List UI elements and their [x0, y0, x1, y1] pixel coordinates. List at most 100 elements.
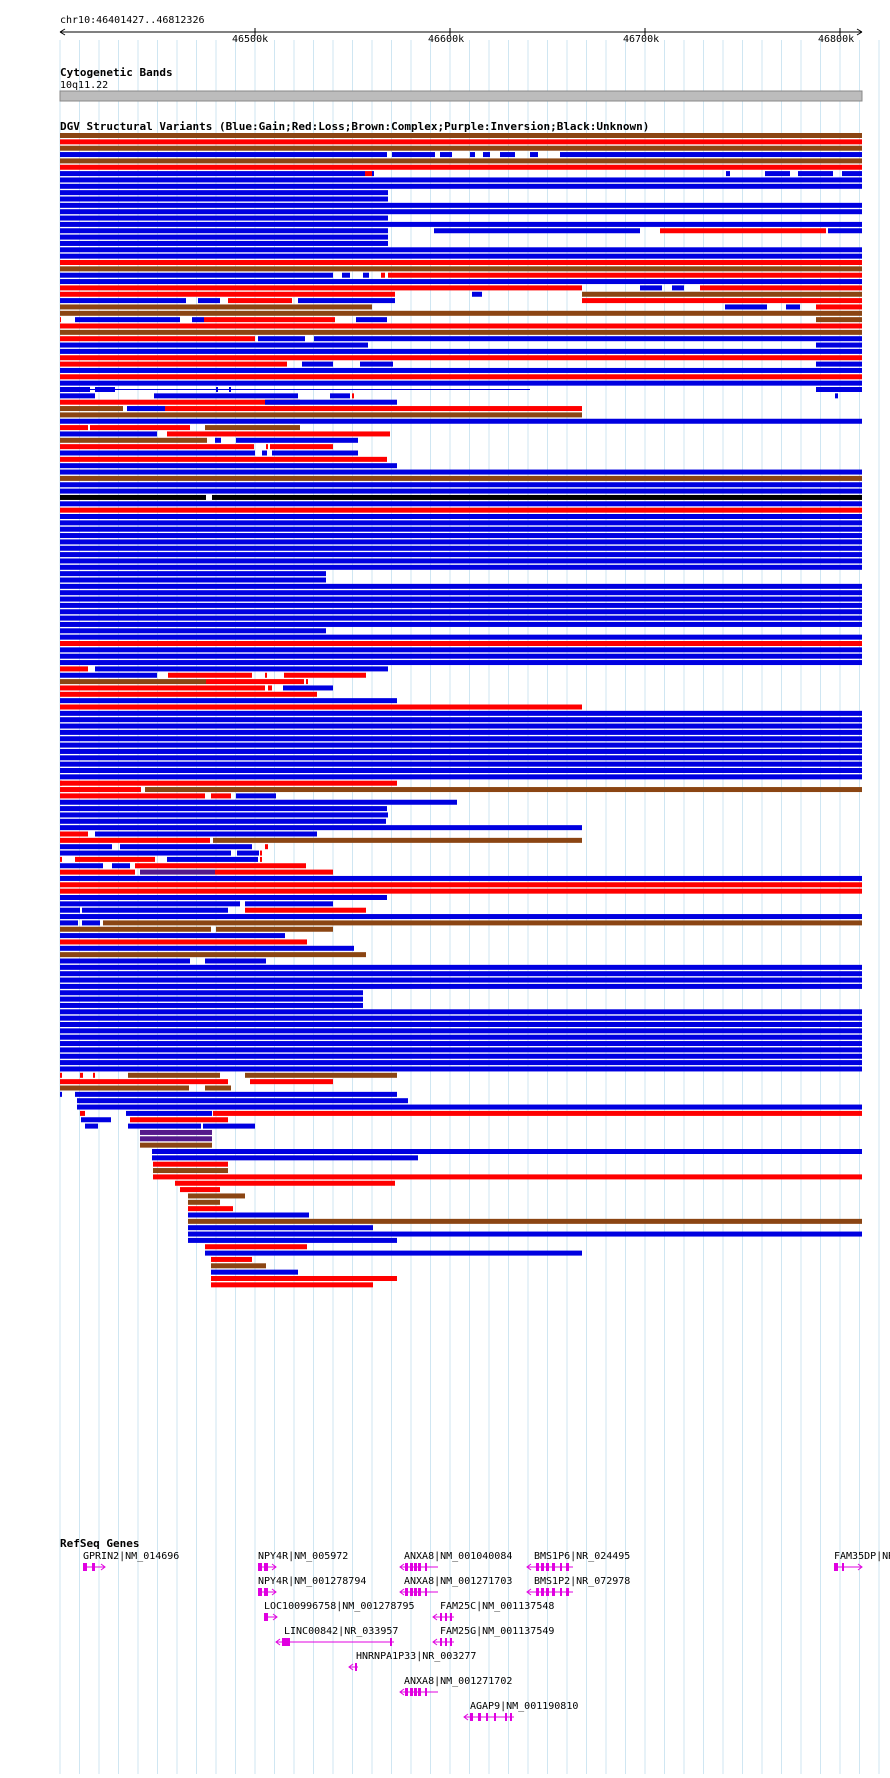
gene-exon [536, 1563, 539, 1571]
variant-feature [440, 152, 452, 158]
variant-feature [60, 641, 862, 646]
variant-feature [188, 1231, 862, 1237]
gene-exon [470, 1713, 473, 1721]
variant-feature [60, 958, 190, 964]
variant-feature [60, 520, 862, 526]
gene-exon [536, 1588, 539, 1596]
variant-feature [302, 361, 333, 367]
variant-feature [60, 444, 254, 450]
variant-feature [60, 329, 862, 335]
variant-feature [60, 133, 862, 138]
variant-feature [205, 425, 300, 431]
gene-exon [486, 1713, 488, 1721]
gene-label[interactable]: ANXA8|NM_001271702 [404, 1676, 513, 1687]
variant-feature [188, 1218, 862, 1224]
strand-arrow-icon [399, 1688, 405, 1696]
gene-label[interactable]: FAM25C|NM_001137548 [440, 1601, 555, 1612]
variant-feature [60, 298, 186, 304]
gene-exon [418, 1688, 421, 1696]
variant-feature [60, 1009, 862, 1015]
gene-label[interactable]: NPY4R|NM_005972 [258, 1551, 349, 1562]
variant-feature [60, 380, 862, 386]
gene-label[interactable]: HNRNPA1P33|NR_003277 [356, 1651, 477, 1662]
gene-label[interactable]: FAM35DP|NR [834, 1551, 890, 1562]
variant-feature [262, 450, 267, 456]
variant-feature [60, 882, 862, 888]
variant-feature [245, 1072, 397, 1078]
variant-feature [582, 298, 862, 304]
variant-feature [60, 450, 255, 456]
variant-feature [216, 926, 333, 932]
gene-label[interactable]: BMS1P2|NR_072978 [534, 1576, 631, 1587]
variant-feature [60, 361, 287, 367]
gene-exon [842, 1563, 844, 1571]
strand-arrow-icon [432, 1613, 438, 1621]
variant-feature [205, 958, 266, 964]
variant-feature [78, 418, 862, 424]
gene-exon [410, 1563, 413, 1571]
variant-feature [80, 1072, 83, 1078]
variant-feature [60, 266, 862, 272]
variant-feature [60, 291, 395, 297]
cytoband-track-title: Cytogenetic Bands [60, 66, 173, 79]
strand-arrow-icon [463, 1713, 469, 1721]
variant-feature [128, 1123, 201, 1129]
variant-feature [60, 240, 388, 246]
variant-feature [81, 1117, 111, 1123]
gene-exon [418, 1563, 421, 1571]
variant-feature [60, 1072, 62, 1078]
variant-feature [60, 793, 205, 799]
variant-feature [60, 704, 582, 710]
gene-label[interactable]: ANXA8|NM_001040084 [404, 1551, 513, 1562]
variant-feature [60, 558, 862, 564]
gene-exon [445, 1638, 447, 1646]
gene-exon [418, 1588, 421, 1596]
variant-feature [816, 304, 862, 310]
variant-feature [365, 171, 372, 177]
gene-label[interactable]: ANXA8|NM_001271703 [404, 1576, 513, 1587]
strand-arrow-icon [526, 1563, 532, 1571]
variant-feature [265, 844, 268, 850]
variant-feature [60, 774, 862, 780]
variant-feature [60, 653, 862, 659]
variant-feature [60, 996, 363, 1002]
variant-feature [60, 494, 206, 500]
gene-label[interactable]: AGAP9|NM_001190810 [470, 1701, 579, 1712]
gene-label[interactable]: BMS1P6|NR_024495 [534, 1551, 631, 1562]
variant-feature [77, 1098, 408, 1104]
variant-feature [434, 228, 640, 234]
variant-feature [352, 393, 354, 399]
gene-label[interactable]: GPRIN2|NM_014696 [83, 1551, 180, 1562]
gene-label[interactable]: LINC00842|NR_033957 [284, 1626, 399, 1637]
variant-feature [140, 869, 215, 875]
variant-feature [60, 367, 862, 373]
variant-feature [60, 247, 862, 253]
dgv-variant-features [60, 133, 862, 1288]
gene-exon [264, 1563, 268, 1571]
variant-feature [60, 304, 372, 310]
variant-feature [153, 1174, 862, 1180]
variant-feature [188, 1193, 245, 1199]
variant-feature [342, 272, 350, 278]
variant-feature [153, 1161, 228, 1167]
gene-label[interactable]: NPY4R|NM_001278794 [258, 1576, 367, 1587]
variant-feature [60, 1066, 862, 1072]
variant-feature [152, 1155, 418, 1161]
variant-feature [60, 914, 862, 920]
gene-label[interactable]: LOC100996758|NM_001278795 [264, 1601, 415, 1612]
variant-feature [816, 317, 862, 323]
variant-feature [530, 152, 538, 158]
variant-feature [236, 437, 358, 443]
gene-exon [425, 1688, 427, 1696]
gene-label[interactable]: FAM25G|NM_001137549 [440, 1626, 555, 1637]
variant-feature [205, 1085, 231, 1091]
variant-feature [260, 856, 262, 862]
gene-exon [282, 1638, 290, 1646]
variant-feature [60, 875, 862, 881]
variant-feature [60, 844, 112, 850]
variant-feature [60, 691, 317, 697]
variant-feature [60, 939, 307, 945]
gene-exon [510, 1713, 512, 1721]
variant-feature [75, 317, 180, 323]
